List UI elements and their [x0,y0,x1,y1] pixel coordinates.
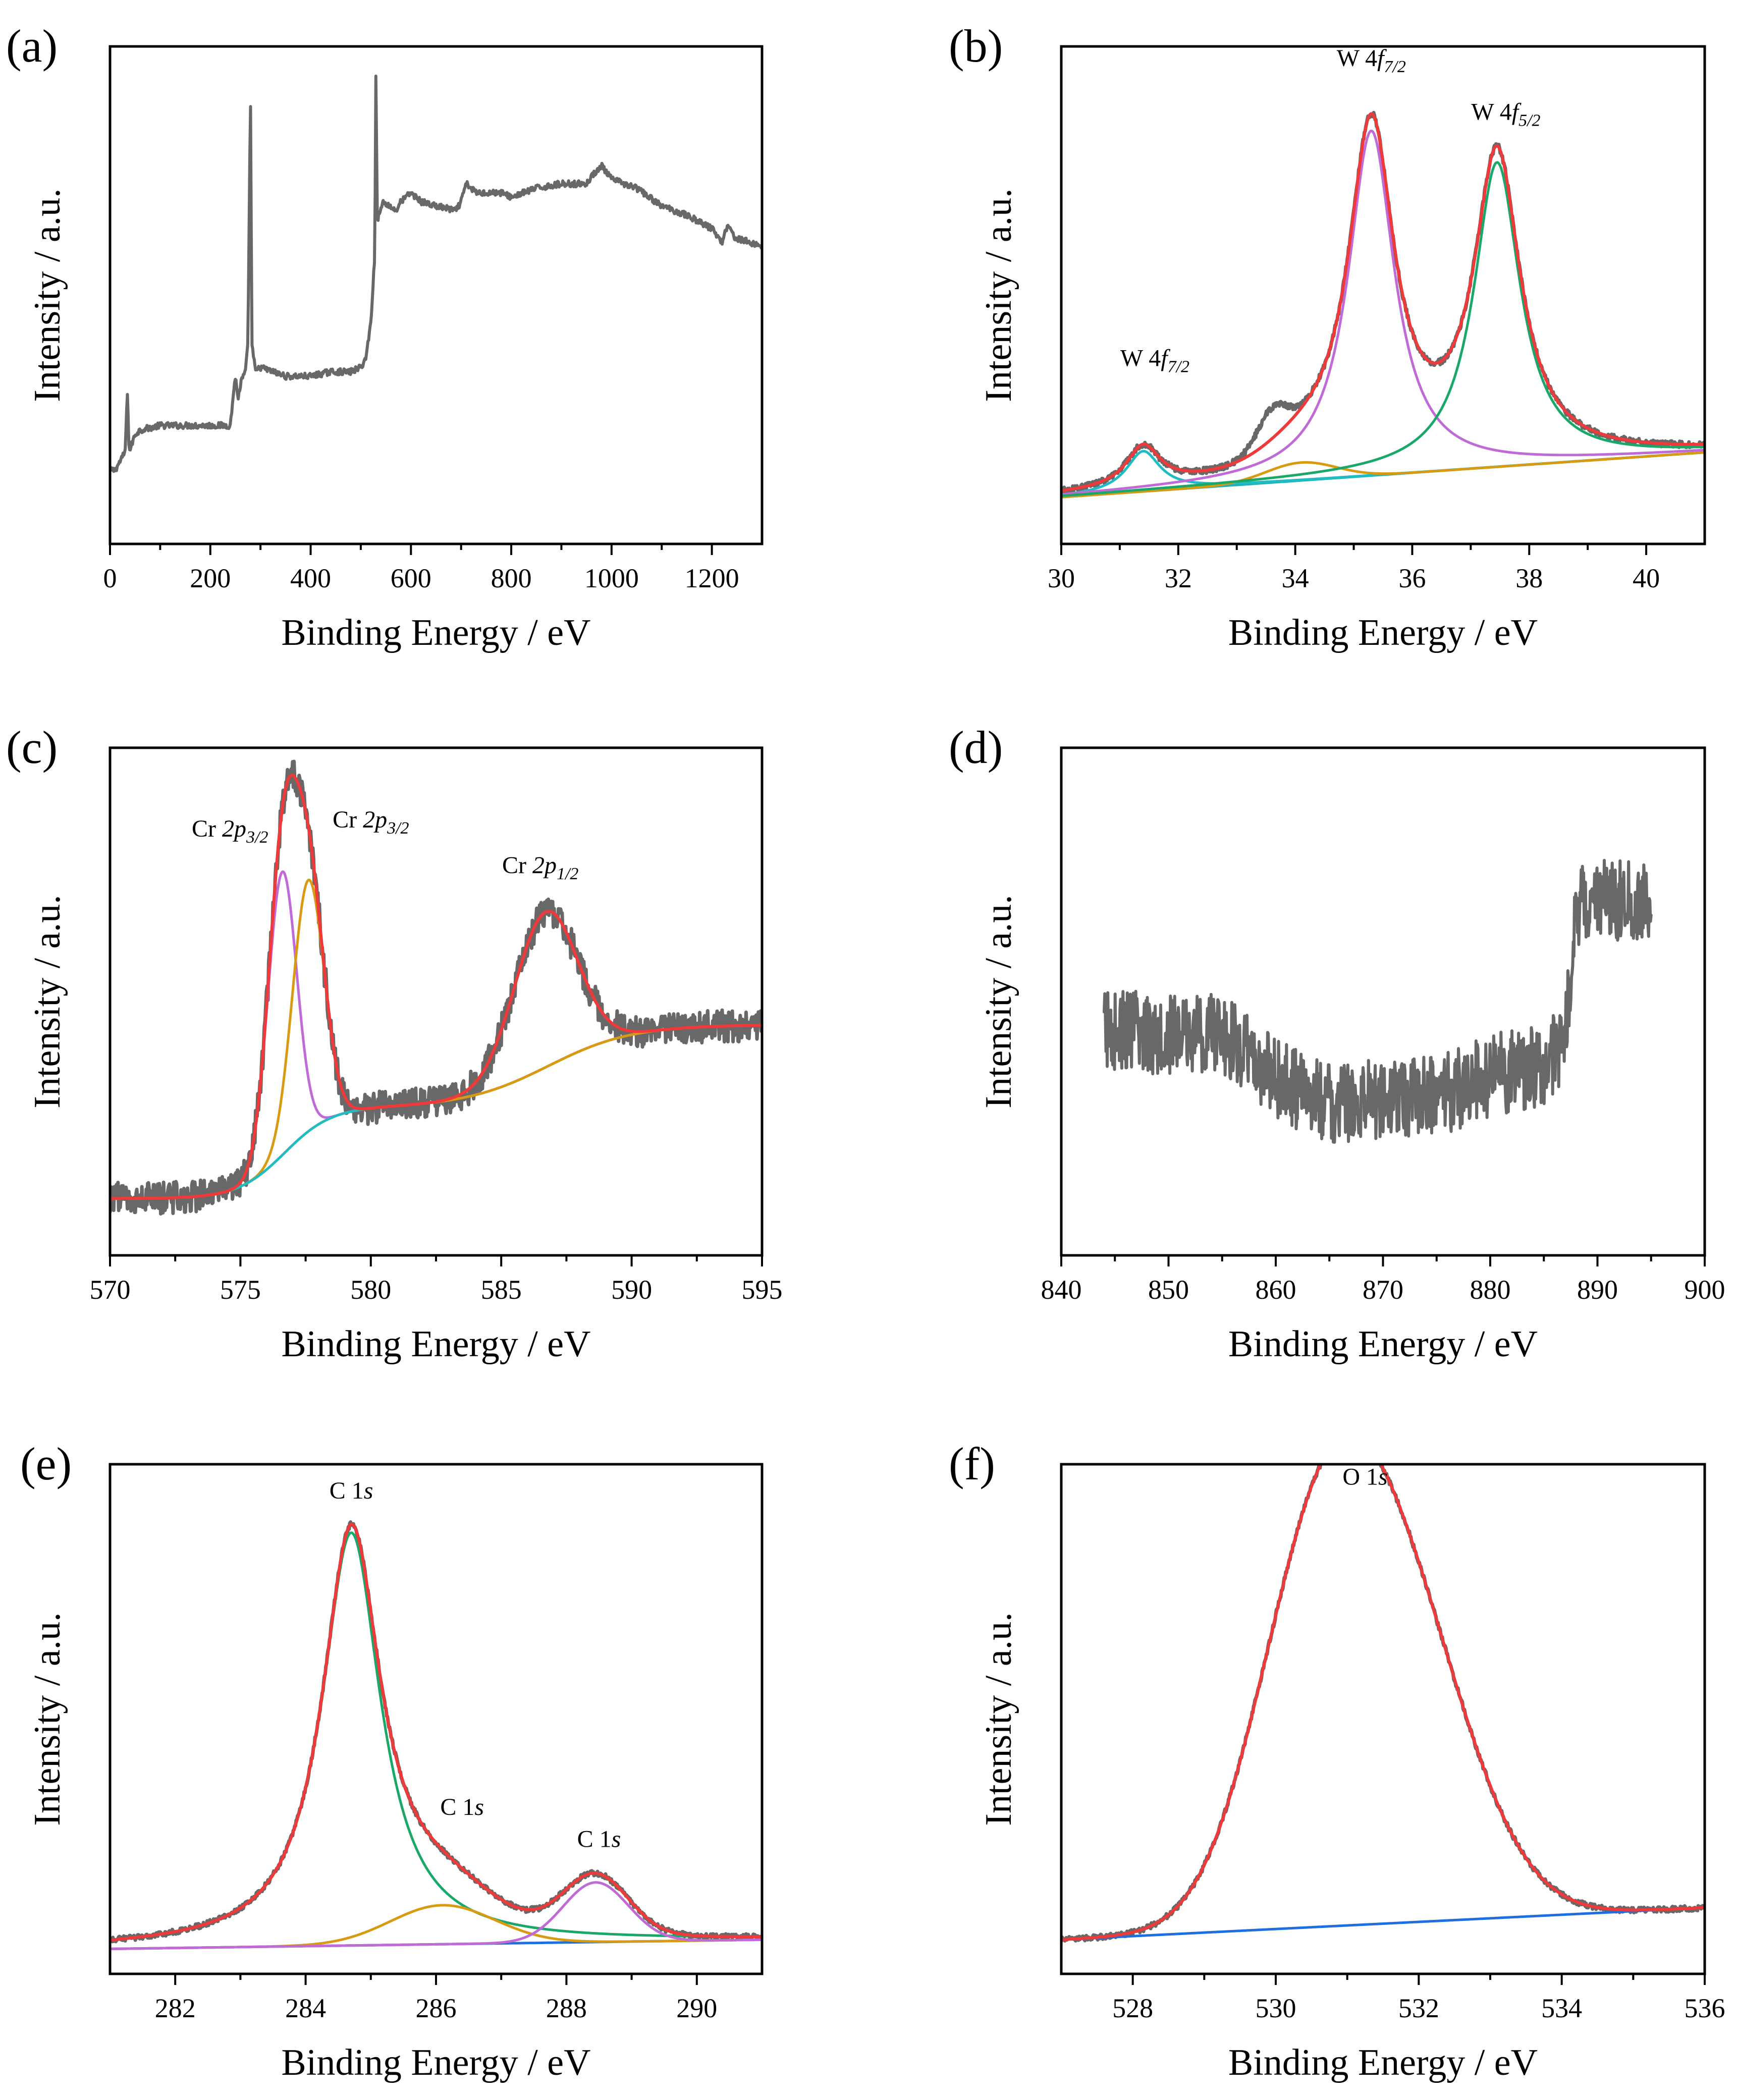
plot-area-d [1103,859,1653,1144]
panel-label-e: (e) [20,1438,72,1489]
background-line-f [1061,1906,1705,1941]
raw-data-line-f [1061,1464,1705,1944]
fit-component-b-2 [1061,129,1705,496]
x-tick-label-a-6: 1200 [685,563,739,593]
fit-component-e-0 [110,1531,762,1942]
fit-component-b-3 [1061,161,1705,498]
chart-panel-a: 0 200 400 600 800 1000 1200 Binding Energy / eV… [6,20,764,653]
panel-label-c: (c) [6,722,58,773]
x-tick-label-c-5: 595 [742,1275,783,1305]
x-tick-label-a-4: 800 [491,563,532,593]
x-tick-label-f-2: 532 [1398,1993,1439,2023]
fit-envelope-e [110,1522,762,1942]
fit-envelope-c [110,773,762,1200]
x-tick-label-d-1: 850 [1148,1275,1189,1305]
chart-panel-d: 840 850 860 870 880 890 900 Binding Energy / eV… [949,722,1725,1365]
chart-panel-e: 282 284 286 288 290 Binding Energy / eV Intens… [20,1438,764,2083]
x-tick-label-c-4: 590 [611,1275,652,1305]
plot-area-c [110,759,762,1216]
chart-panel-f: 528 530 532 534 536 Binding Energy / eV Intens… [949,1438,1725,2083]
raw-data-line-e [110,1520,762,1944]
plot-area-f [1061,1464,1705,1944]
x-tick-label-e-1: 284 [285,1993,326,2023]
peak-label-b-2: W 4f5/2 [1471,99,1540,130]
peak-label-c-0: Cr 2p3/2 [192,815,268,847]
y-axis-title-a: Intensity / a.u. [27,188,68,402]
plot-area-b [1061,110,1705,499]
peak-label-f-0: O 1s [1342,1464,1387,1490]
chart-panel-c: 570 575 580 585 590 595 Binding Energy / eV Int… [6,722,783,1365]
x-tick-label-c-0: 570 [90,1275,131,1305]
x-tick-label-a-2: 400 [290,563,331,593]
x-tick-label-c-3: 585 [481,1275,522,1305]
plot-area-a [110,74,762,473]
axes-frame-a [108,45,764,545]
peak-label-b-0: W 4f7/2 [1120,345,1189,376]
panel-label-f: (f) [949,1438,995,1489]
raw-data-line-c [110,759,762,1216]
x-tick-label-b-4: 38 [1515,563,1543,593]
peak-label-c-2: Cr 2p1/2 [502,852,578,883]
plot-area-e [110,1520,762,1950]
x-tick-label-d-3: 870 [1363,1275,1403,1305]
y-axis-title-b: Intensity / a.u. [978,188,1019,402]
x-tick-label-b-5: 40 [1633,563,1660,593]
series-line-d-0 [1103,859,1653,1144]
y-axis-title-f: Intensity / a.u. [978,1612,1019,1826]
x-axis-title-a: Binding Energy / eV [281,612,590,653]
axes-frame-f [1060,1463,1706,1975]
x-tick-label-e-3: 288 [546,1993,587,2023]
y-axis-title-e: Intensity / a.u. [27,1612,68,1826]
fit-component-b-1 [1061,451,1705,499]
x-tick-label-b-1: 32 [1165,563,1192,593]
fit-component-e-2 [110,1881,762,1950]
panel-label-d: (d) [949,722,1003,773]
x-tick-label-d-2: 860 [1256,1275,1296,1305]
x-tick-label-e-4: 290 [676,1993,717,2023]
x-tick-label-a-3: 600 [391,563,431,593]
panel-label-b: (b) [949,20,1003,72]
x-tick-label-b-2: 34 [1282,563,1309,593]
x-tick-label-a-0: 0 [103,563,117,593]
x-tick-label-f-0: 528 [1112,1993,1153,2023]
x-tick-label-a-5: 1000 [584,563,639,593]
x-axis-title-f: Binding Energy / eV [1228,2042,1538,2083]
x-tick-label-c-2: 580 [350,1275,391,1305]
peak-label-e-2: C 1s [577,1826,621,1853]
series-line-a-0 [110,74,762,473]
x-axis-title-c: Binding Energy / eV [281,1323,590,1365]
peak-label-e-1: C 1s [440,1794,484,1820]
x-axis-title-e: Binding Energy / eV [281,2042,590,2083]
axes-frame-e [108,1463,764,1975]
x-tick-label-f-3: 534 [1541,1993,1582,2023]
fit-envelope-b [1061,112,1705,492]
peak-label-b-1: W 4f7/2 [1337,45,1406,76]
x-axis-title-b: Binding Energy / eV [1228,612,1538,653]
x-tick-label-b-3: 36 [1398,563,1426,593]
x-tick-label-e-2: 286 [416,1993,457,2023]
fit-component-c-2 [110,910,762,1200]
axes-frame-b [1060,45,1706,545]
x-tick-label-f-1: 530 [1256,1993,1296,2023]
x-axis-title-d: Binding Energy / eV [1228,1323,1538,1365]
x-tick-label-f-4: 536 [1685,1993,1725,2023]
panel-label-a: (a) [6,20,58,72]
x-tick-label-b-0: 30 [1048,563,1075,593]
fit-envelope-f [1061,1464,1705,1942]
axes-frame-d [1060,746,1706,1257]
x-tick-label-c-1: 575 [220,1275,261,1305]
x-tick-label-d-6: 900 [1685,1275,1725,1305]
y-axis-title-d: Intensity / a.u. [978,895,1019,1108]
peak-label-c-1: Cr 2p3/2 [333,806,409,838]
x-tick-label-d-5: 890 [1577,1275,1618,1305]
x-tick-label-e-0: 282 [155,1993,196,2023]
x-tick-label-d-0: 840 [1041,1275,1082,1305]
peak-label-e-0: C 1s [330,1477,373,1504]
x-tick-label-d-4: 880 [1470,1275,1511,1305]
x-tick-label-a-1: 200 [190,563,231,593]
y-axis-title-c: Intensity / a.u. [27,895,68,1108]
chart-panel-b: 30 32 34 36 38 40 Binding Energy / eV Intensity… [949,20,1706,653]
